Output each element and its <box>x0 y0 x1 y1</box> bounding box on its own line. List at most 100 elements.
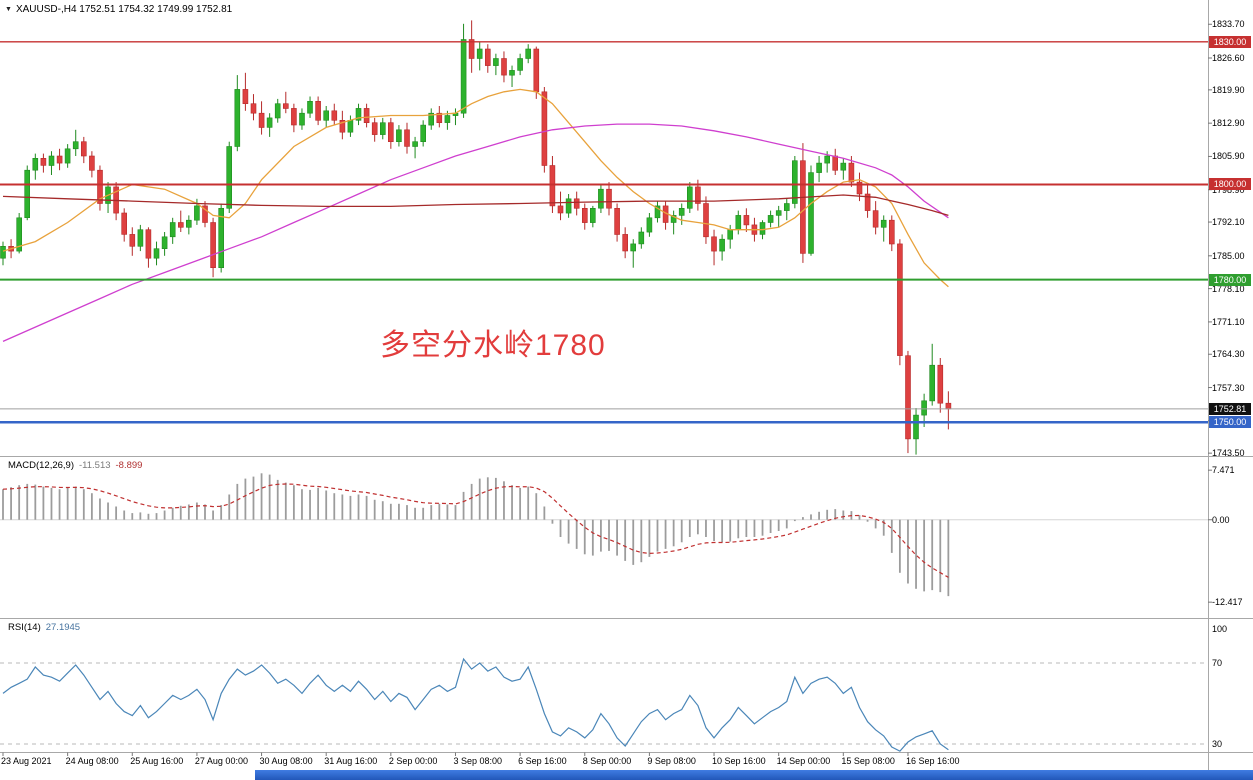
chevron-down-icon[interactable]: ▼ <box>5 6 12 13</box>
candle-body <box>525 48 532 59</box>
macd-axis-label: 0.00 <box>1212 514 1230 525</box>
price-axis-label: 1826.60 <box>1212 53 1245 63</box>
time-axis-label: 16 Sep 16:00 <box>905 756 960 766</box>
symbol-ohlc-text: XAUUSD-,H4 1752.51 1754.32 1749.99 1752.… <box>15 4 233 15</box>
candle-body <box>40 158 47 166</box>
candle-body <box>565 198 572 214</box>
candle-body <box>888 219 895 245</box>
candle-body <box>775 210 782 216</box>
macd-axis-label: 7.471 <box>1212 465 1235 476</box>
candle-body <box>840 162 847 171</box>
candle-body <box>832 155 839 171</box>
candle-body <box>703 203 709 238</box>
macd-main-value: -11.513 <box>79 460 111 471</box>
candle-body <box>258 112 265 128</box>
ma-line-mid <box>2 123 949 342</box>
time-axis-label: 31 Aug 16:00 <box>324 756 378 766</box>
candle-body <box>476 48 483 59</box>
price-axis-label: 1778.10 <box>1212 283 1245 294</box>
taskbar-fragment[interactable] <box>255 770 1253 780</box>
candle-body <box>331 110 338 121</box>
candle-body <box>743 215 750 226</box>
time-axis-label: 10 Sep 16:00 <box>712 756 766 766</box>
candle-body <box>436 112 443 123</box>
price-axis-label: 1805.90 <box>1212 151 1245 162</box>
candle-body <box>484 48 491 66</box>
macd-histogram[interactable] <box>2 473 950 597</box>
time-axis[interactable]: 23 Aug 2021 24 Aug 08:00 25 Aug 16:00 27 Au… <box>0 753 1253 770</box>
candle-body <box>89 155 95 171</box>
candle-body <box>646 217 653 233</box>
candlestick-series[interactable] <box>0 20 952 455</box>
candle-body <box>719 238 725 252</box>
candle-body <box>824 155 831 164</box>
candle-body <box>557 205 564 214</box>
candle-body <box>218 208 224 269</box>
time-axis-label: 14 Sep 00:00 <box>776 756 831 766</box>
candle-body <box>767 215 774 223</box>
price-axis-label: 1743.50 <box>1212 448 1245 459</box>
candle-body <box>638 231 645 245</box>
candle-body <box>929 364 936 402</box>
candle-body <box>428 112 435 126</box>
time-axis-label: 27 Aug 00:00 <box>194 756 248 766</box>
candle-body <box>686 186 693 209</box>
price-tag-1800.00: 1800.00 <box>1209 178 1251 191</box>
time-axis-label: 2 Sep 00:00 <box>388 756 438 766</box>
candle-body <box>509 70 515 76</box>
candle-body <box>913 414 919 440</box>
candle-body <box>897 243 903 356</box>
rsi-name: RSI(14) <box>8 622 41 633</box>
candle-body <box>121 212 127 235</box>
candle-body <box>678 208 685 216</box>
price-axis-label: 1792.10 <box>1212 217 1245 228</box>
candle-body <box>234 89 241 147</box>
price-axis-label: 1764.30 <box>1212 349 1245 360</box>
candle-body <box>226 146 232 209</box>
candle-body <box>145 229 152 259</box>
price-tags-layer: 1830.00 1800.00 1780.00 1750.00 1752.81 <box>1208 0 1253 752</box>
candle-body <box>816 162 822 173</box>
rsi-value: 27.1945 <box>45 622 81 633</box>
price-tag-1750.00: 1750.00 <box>1209 416 1251 429</box>
candle-body <box>0 246 6 259</box>
candle-body <box>614 208 620 235</box>
time-axis-label: 3 Sep 08:00 <box>453 756 503 766</box>
candle-body <box>921 400 927 416</box>
price-axis-label: 1785.00 <box>1212 250 1245 261</box>
candle-body <box>493 58 499 66</box>
candle-body <box>791 160 798 204</box>
candle-body <box>412 141 418 147</box>
time-axis-label: 23 Aug 2021 <box>1 756 52 766</box>
candle-body <box>759 222 766 235</box>
candle-body <box>363 108 370 124</box>
time-axis-label: 9 Sep 08:00 <box>647 756 696 766</box>
price-axis-label: 1757.30 <box>1212 382 1245 393</box>
candle-body <box>355 108 362 121</box>
candle-body <box>573 198 580 209</box>
candle-body <box>808 172 814 254</box>
candle-body <box>444 115 451 123</box>
price-tag-1830.00: 1830.00 <box>1209 35 1251 48</box>
candle-body <box>468 39 475 59</box>
candle-body <box>711 236 717 252</box>
candle-body <box>848 162 855 183</box>
candle-body <box>460 39 467 114</box>
candle-body <box>880 219 887 228</box>
rsi-axis-label: 70 <box>1212 658 1223 668</box>
candle-body <box>186 219 192 228</box>
candle-body <box>630 243 637 252</box>
macd-indicator-label: MACD(12,26,9) -11.513 -8.899 <box>8 460 142 471</box>
candle-body <box>299 112 305 126</box>
candle-body <box>945 402 952 410</box>
candle-body <box>129 234 136 247</box>
symbol-readout: ▼ XAUUSD-,H4 1752.51 1754.32 1749.99 175… <box>5 4 232 15</box>
candle-body <box>266 117 273 128</box>
candle-body <box>589 208 596 223</box>
candle-body <box>517 58 523 71</box>
candle-body <box>169 222 176 238</box>
candle-body <box>178 222 184 228</box>
candle-body <box>250 103 257 114</box>
candle-body <box>735 215 742 230</box>
